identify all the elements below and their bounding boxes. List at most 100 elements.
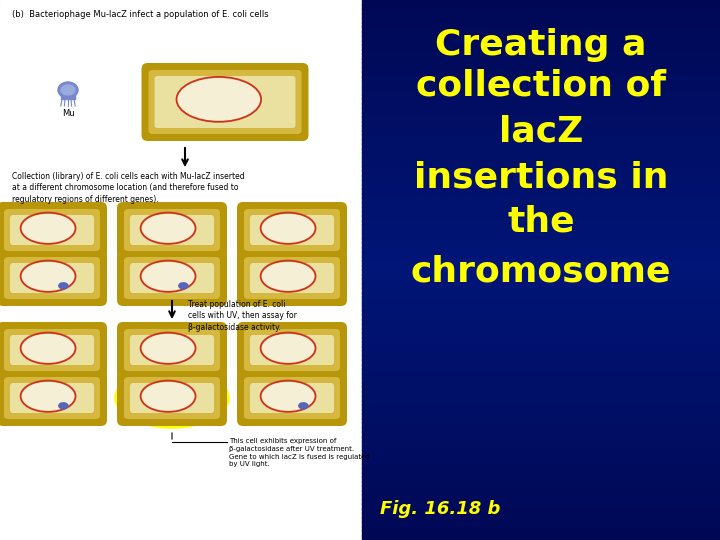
Ellipse shape — [143, 335, 194, 362]
Bar — [362, 386, 720, 391]
Text: lacZ: lacZ — [499, 115, 583, 149]
Bar — [362, 395, 720, 401]
Bar — [362, 516, 720, 522]
Ellipse shape — [179, 283, 188, 289]
Bar — [362, 211, 720, 216]
Bar — [362, 116, 720, 122]
Ellipse shape — [263, 262, 314, 290]
Bar — [362, 53, 720, 58]
Text: chromosome: chromosome — [410, 255, 671, 289]
Bar — [362, 444, 720, 450]
Bar — [362, 417, 720, 423]
FancyBboxPatch shape — [0, 370, 107, 426]
FancyBboxPatch shape — [250, 263, 334, 293]
FancyBboxPatch shape — [10, 263, 94, 293]
FancyBboxPatch shape — [4, 209, 100, 251]
FancyBboxPatch shape — [4, 329, 100, 371]
Text: collection of: collection of — [416, 68, 666, 102]
Bar — [362, 346, 720, 351]
Bar — [362, 454, 720, 459]
Bar — [362, 170, 720, 176]
Bar — [362, 458, 720, 463]
Ellipse shape — [22, 214, 73, 242]
Text: insertions in: insertions in — [414, 160, 668, 194]
Ellipse shape — [299, 403, 308, 409]
Bar — [362, 179, 720, 185]
Bar — [362, 147, 720, 153]
FancyBboxPatch shape — [155, 76, 295, 128]
Bar — [362, 49, 720, 54]
Bar — [362, 278, 720, 284]
Bar — [362, 174, 720, 180]
FancyBboxPatch shape — [244, 377, 340, 419]
Bar — [362, 319, 720, 324]
Bar — [362, 138, 720, 144]
Bar — [362, 62, 720, 68]
Ellipse shape — [143, 262, 194, 290]
FancyBboxPatch shape — [244, 257, 340, 299]
Bar — [362, 489, 720, 495]
Text: Collection (library) of E. coli cells each with Mu-lacZ inserted
at a different : Collection (library) of E. coli cells ea… — [12, 172, 245, 204]
Bar — [362, 305, 720, 310]
Ellipse shape — [179, 79, 259, 120]
Ellipse shape — [143, 214, 194, 242]
Text: Treat population of E. coli
cells with UV, then assay for
β-galactosidase activi: Treat population of E. coli cells with U… — [188, 300, 297, 332]
Bar — [362, 512, 720, 517]
FancyBboxPatch shape — [0, 250, 107, 306]
Bar — [362, 22, 720, 27]
Bar — [362, 476, 720, 482]
FancyBboxPatch shape — [237, 322, 347, 378]
FancyBboxPatch shape — [130, 383, 214, 413]
FancyBboxPatch shape — [0, 322, 107, 378]
FancyBboxPatch shape — [148, 70, 302, 134]
Ellipse shape — [263, 383, 314, 410]
Bar — [362, 246, 720, 252]
Bar — [362, 134, 720, 139]
Bar — [362, 485, 720, 490]
Bar — [362, 255, 720, 261]
FancyBboxPatch shape — [124, 209, 220, 251]
FancyBboxPatch shape — [142, 63, 308, 141]
Bar — [362, 535, 720, 540]
Bar — [362, 368, 720, 374]
Bar — [362, 390, 720, 396]
Bar — [362, 152, 720, 158]
Text: the: the — [507, 205, 575, 239]
FancyBboxPatch shape — [244, 329, 340, 371]
Bar — [362, 530, 720, 536]
FancyBboxPatch shape — [124, 377, 220, 419]
Bar — [362, 197, 720, 202]
Bar — [362, 350, 720, 355]
Bar — [61, 95, 75, 99]
Bar — [362, 130, 720, 135]
Bar — [362, 219, 720, 225]
FancyBboxPatch shape — [124, 329, 220, 371]
Bar — [362, 440, 720, 445]
FancyBboxPatch shape — [237, 370, 347, 426]
FancyBboxPatch shape — [237, 250, 347, 306]
Bar — [362, 373, 720, 378]
FancyBboxPatch shape — [250, 215, 334, 245]
FancyBboxPatch shape — [117, 202, 227, 258]
FancyBboxPatch shape — [237, 202, 347, 258]
Bar — [362, 377, 720, 382]
Bar — [362, 309, 720, 315]
Ellipse shape — [22, 262, 73, 290]
Bar — [362, 66, 720, 72]
Bar — [362, 400, 720, 405]
Bar — [362, 188, 720, 193]
FancyBboxPatch shape — [250, 383, 334, 413]
Bar — [362, 265, 720, 270]
Bar — [362, 44, 720, 50]
Bar — [362, 332, 720, 338]
Ellipse shape — [263, 214, 314, 242]
Ellipse shape — [22, 335, 73, 362]
Text: Creating a: Creating a — [436, 28, 647, 62]
FancyBboxPatch shape — [130, 263, 214, 293]
Bar — [362, 143, 720, 148]
Bar — [362, 273, 720, 279]
Text: This cell exhibits expression of
β-galactosidase after UV treatment.
Gene to whi: This cell exhibits expression of β-galac… — [229, 438, 370, 467]
Bar — [362, 292, 720, 297]
Bar — [362, 327, 720, 333]
Bar — [362, 76, 720, 81]
